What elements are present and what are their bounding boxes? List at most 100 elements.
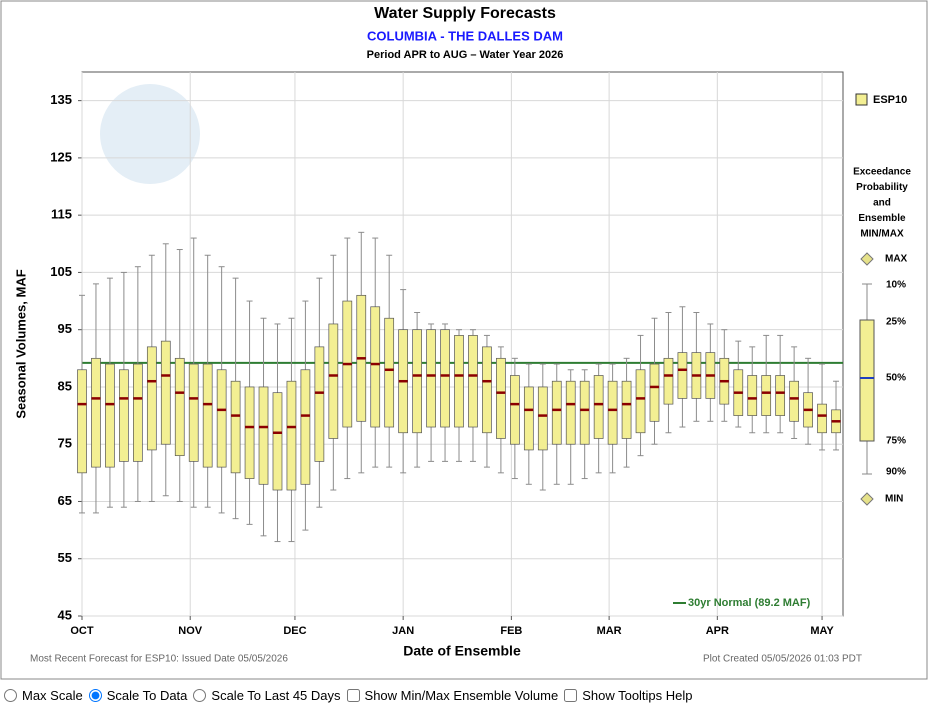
box	[174, 357, 185, 457]
box	[482, 346, 492, 434]
control[interactable]: Scale To Data	[88, 688, 188, 703]
y-tick-label: 75	[58, 436, 72, 451]
box	[314, 346, 325, 462]
legend-percentile: 75%	[886, 436, 906, 447]
box	[565, 380, 576, 445]
y-tick-label: 55	[58, 550, 72, 565]
box	[440, 329, 450, 428]
x-tick-label: OCT	[70, 625, 94, 637]
x-tick-label: DEC	[283, 625, 306, 637]
y-tick-label: 95	[58, 321, 72, 336]
y-tick-label: 45	[58, 607, 72, 622]
control[interactable]: Show Tooltips Help	[564, 688, 693, 703]
legend-percentile: 90%	[886, 467, 906, 478]
controls: Max Scale Scale To Data Scale To Last 45 D…	[4, 688, 693, 703]
box	[775, 375, 786, 416]
box	[635, 369, 646, 434]
box	[747, 375, 758, 416]
y-tick-label: 125	[50, 149, 72, 164]
y-tick-label: 115	[51, 207, 72, 222]
control[interactable]: Show Min/Max Ensemble Volume	[346, 688, 559, 703]
control[interactable]: Max Scale	[4, 688, 83, 703]
legend-swatch	[855, 93, 868, 106]
legend-box	[859, 319, 875, 442]
x-tick-label: JAN	[392, 625, 414, 637]
radio[interactable]	[4, 689, 17, 702]
box	[286, 380, 297, 491]
box	[258, 386, 269, 485]
x-tick-label: FEB	[500, 625, 522, 637]
footer-right: Plot Created 05/05/2026 01:03 PDT	[703, 654, 862, 665]
box	[370, 306, 381, 428]
box	[244, 386, 255, 479]
legend-percentile: 50%	[886, 373, 906, 384]
box	[607, 380, 618, 445]
box	[202, 363, 213, 468]
box	[551, 380, 562, 445]
legend-min-marker	[860, 492, 874, 506]
box	[426, 329, 436, 428]
y-tick-label: 135	[50, 92, 72, 107]
control-label[interactable]: Show Min/Max Ensemble Volume	[364, 688, 559, 703]
box	[817, 403, 827, 434]
box	[384, 317, 395, 428]
checkbox[interactable]	[346, 689, 360, 702]
chart-title: Water Supply Forecasts	[374, 5, 556, 22]
box	[77, 369, 87, 474]
x-tick-label: MAR	[597, 625, 622, 637]
y-tick-label: 85	[58, 378, 72, 393]
box	[230, 380, 241, 474]
y-tick-label: 65	[58, 493, 72, 508]
control[interactable]: Scale To Last 45 Days	[193, 688, 341, 703]
box	[496, 357, 506, 439]
period: Period APR to AUG – Water Year 2026	[367, 49, 564, 61]
legend-min: MIN	[885, 494, 903, 505]
normal-label: 30yr Normal (89.2 MAF)	[688, 597, 811, 609]
logo	[100, 84, 200, 184]
box	[579, 380, 590, 445]
box	[272, 392, 283, 491]
box	[412, 329, 422, 434]
box	[91, 357, 101, 468]
box	[105, 363, 115, 468]
legend-percentile: 10%	[886, 280, 906, 291]
footer-left: Most Recent Forecast for ESP10: Issued D…	[30, 654, 288, 665]
x-tick-label: MAY	[810, 625, 834, 637]
box	[593, 375, 604, 439]
box	[119, 369, 129, 462]
box	[663, 357, 674, 405]
box	[133, 363, 143, 462]
box	[216, 369, 227, 468]
box	[523, 386, 534, 451]
control-label[interactable]: Scale To Data	[106, 688, 188, 703]
box	[789, 380, 799, 422]
control-label[interactable]: Max Scale	[22, 688, 83, 703]
box	[146, 346, 157, 451]
radio[interactable]	[193, 689, 207, 702]
checkbox[interactable]	[564, 689, 578, 702]
box	[537, 386, 548, 451]
legend-title: MIN/MAX	[860, 229, 904, 240]
box	[649, 363, 660, 422]
legend-title: Ensemble	[858, 213, 906, 224]
y-tick-label: 105	[50, 264, 72, 279]
control-label[interactable]: Show Tooltips Help	[582, 688, 693, 703]
legend-percentile: 25%	[886, 317, 906, 328]
x-tick-label: NOV	[178, 625, 203, 637]
y-axis-label: Seasonal Volumes, MAF	[13, 269, 28, 418]
box	[328, 323, 339, 439]
box	[510, 375, 520, 445]
box	[761, 375, 772, 416]
box	[677, 352, 688, 399]
x-axis-label: Date of Ensemble	[403, 643, 521, 659]
box	[468, 335, 478, 428]
control-label[interactable]: Scale To Last 45 Days	[211, 688, 341, 703]
legend-max-marker	[860, 252, 874, 266]
box	[454, 335, 464, 428]
legend-title: Exceedance	[853, 167, 911, 178]
legend-name: ESP10	[873, 94, 907, 106]
box	[160, 340, 171, 445]
subtitle: COLUMBIA - THE DALLES DAM	[367, 28, 563, 43]
radio[interactable]	[88, 689, 102, 702]
